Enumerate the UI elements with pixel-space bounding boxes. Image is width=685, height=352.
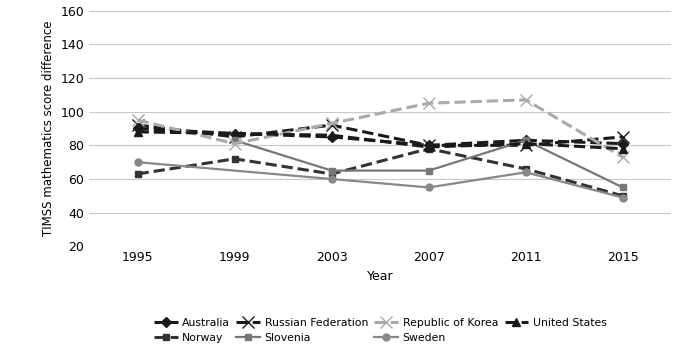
Slovenia (522, 138, 530, 142)
Russian Federation (327, 123, 336, 127)
Russian Federation (522, 143, 530, 147)
Republic of Korea (231, 142, 239, 146)
X-axis label: Year: Year (367, 270, 393, 283)
Norway (134, 172, 142, 176)
Line: Republic of Korea: Republic of Korea (132, 94, 629, 163)
Sweden (327, 177, 336, 181)
Sweden (619, 195, 627, 200)
Legend: Australia, Norway, Russian Federation, Slovenia, Republic of Korea, Sweden, Unit: Australia, Norway, Russian Federation, S… (153, 318, 607, 343)
Line: Norway: Norway (134, 145, 626, 199)
Australia (522, 138, 530, 142)
Norway (522, 167, 530, 171)
Y-axis label: TIMSS mathematics score difference: TIMSS mathematics score difference (42, 21, 55, 236)
Republic of Korea (522, 98, 530, 102)
Line: Australia: Australia (134, 125, 626, 149)
Republic of Korea (134, 118, 142, 122)
Line: Russian Federation: Russian Federation (132, 120, 628, 151)
Norway (425, 146, 433, 151)
Norway (327, 172, 336, 176)
United States (327, 133, 336, 137)
Norway (619, 194, 627, 198)
Line: United States: United States (134, 128, 627, 153)
Sweden (134, 160, 142, 164)
Republic of Korea (619, 155, 627, 159)
United States (619, 146, 627, 151)
Republic of Korea (327, 121, 336, 126)
Australia (231, 131, 239, 136)
Line: Slovenia: Slovenia (231, 137, 626, 191)
United States (522, 142, 530, 146)
Australia (425, 143, 433, 147)
United States (425, 145, 433, 149)
Line: Sweden: Sweden (134, 159, 626, 201)
Slovenia (231, 138, 239, 142)
Sweden (522, 170, 530, 174)
Australia (619, 142, 627, 146)
Slovenia (425, 169, 433, 173)
Slovenia (327, 169, 336, 173)
Russian Federation (231, 135, 239, 139)
Russian Federation (425, 143, 433, 147)
Slovenia (619, 185, 627, 189)
Australia (327, 135, 336, 139)
United States (134, 130, 142, 134)
Australia (134, 126, 142, 131)
Norway (231, 157, 239, 161)
Sweden (425, 185, 433, 189)
Russian Federation (619, 135, 627, 139)
Republic of Korea (425, 101, 433, 105)
Russian Federation (134, 123, 142, 127)
